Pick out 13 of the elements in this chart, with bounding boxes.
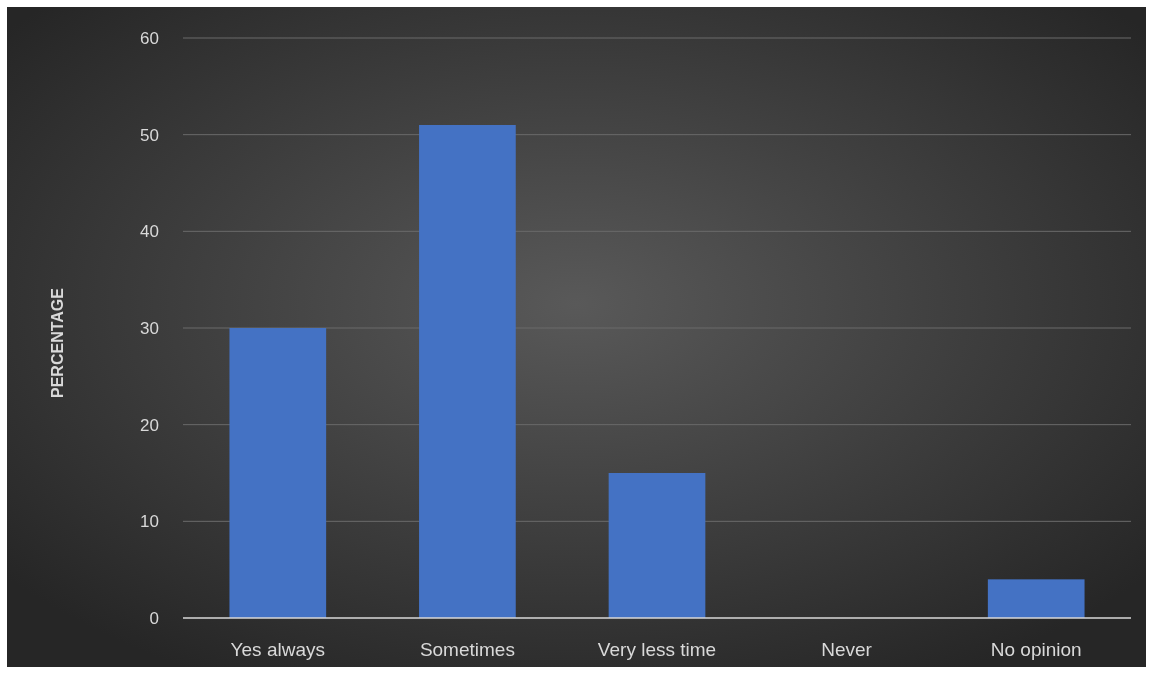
x-tick-label: Very less time <box>597 639 717 660</box>
y-tick-label: 60 <box>140 28 159 48</box>
y-tick-label: 50 <box>140 125 159 145</box>
y-tick-label: 30 <box>140 318 159 338</box>
y-tick-label: 40 <box>140 222 159 242</box>
y-tick-label: 0 <box>149 608 159 628</box>
x-tick-label: Never <box>821 639 873 660</box>
x-tick-label: Yes always <box>230 639 325 660</box>
y-tick-label: 10 <box>140 512 159 532</box>
y-tick-label: 20 <box>140 415 159 435</box>
y-axis-title: PERCENTAGE <box>49 287 66 398</box>
x-tick-label: No opinion <box>990 639 1082 660</box>
x-tick-label: Sometimes <box>419 639 515 660</box>
